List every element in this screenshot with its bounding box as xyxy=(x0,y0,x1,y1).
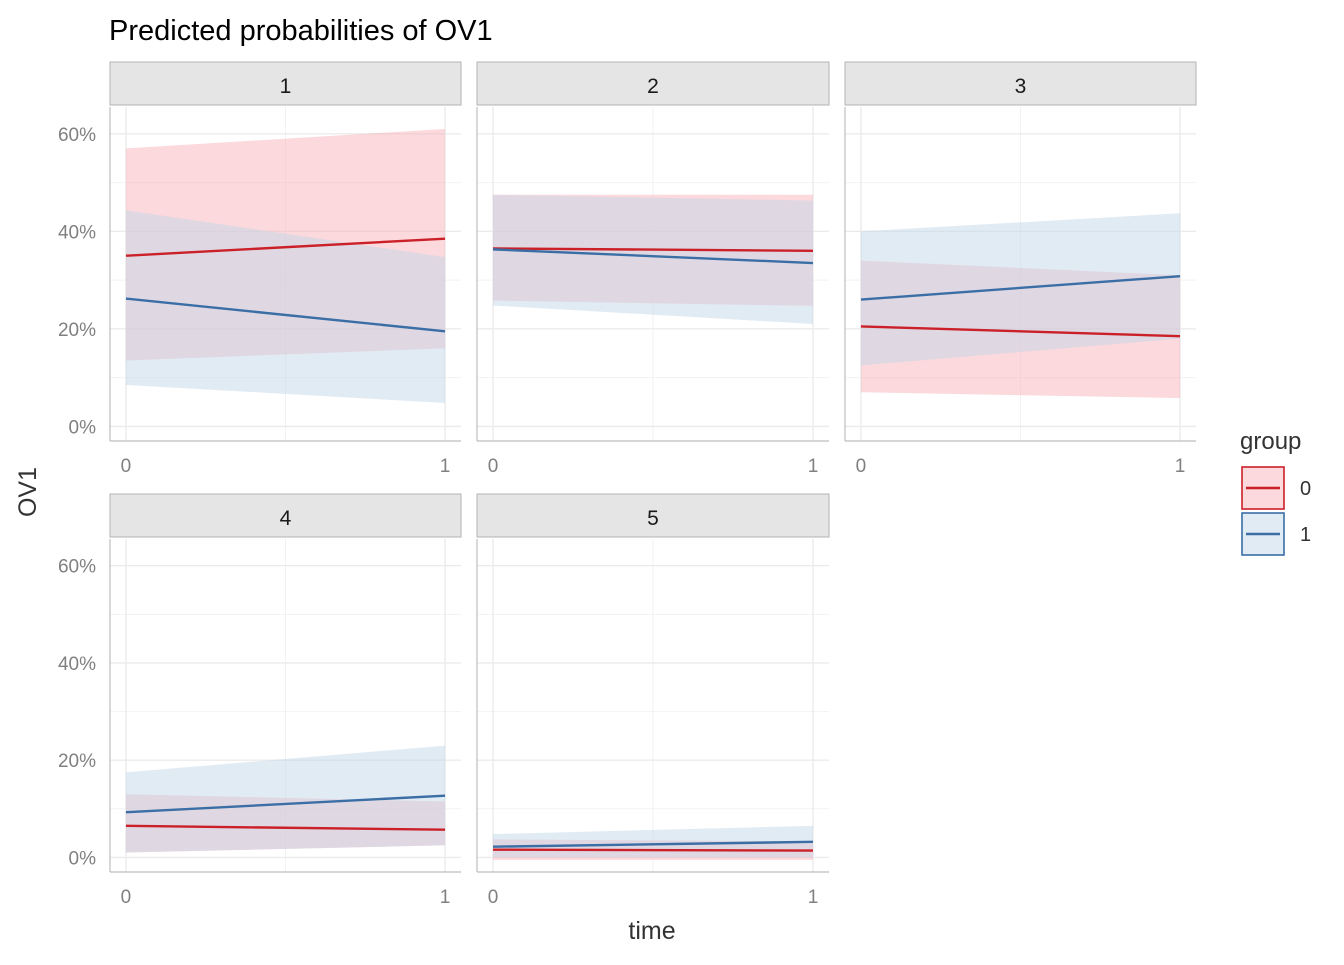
series-line-group-0 xyxy=(492,848,814,852)
facet-panels: 1 0 1 0% 20% 40% 60% 2 0 1 3 0 1 4 0 1 0% 20% 40% 60% 5 0 1 xyxy=(58,61,1197,908)
facet-strip-label: 3 xyxy=(1015,75,1027,98)
series-line-group-1 xyxy=(860,274,1181,301)
x-tick-label: 1 xyxy=(808,456,819,477)
confidence-band-group-1 xyxy=(860,213,1181,366)
series-line-group-0 xyxy=(125,824,446,831)
y-tick-label: 20% xyxy=(58,751,96,772)
facet-strip xyxy=(476,493,830,538)
series-line-group-0 xyxy=(860,325,1181,338)
series-line-group-1 xyxy=(492,840,814,848)
facet-strip xyxy=(109,61,462,106)
facet-strip-label: 1 xyxy=(280,75,292,98)
facet-strip-label: 4 xyxy=(280,507,292,530)
y-tick-label: 60% xyxy=(58,557,96,578)
facet-panel-1: 1 0 1 0% 20% 40% 60% xyxy=(58,61,462,477)
y-axis-title: OV1 xyxy=(14,467,42,517)
x-tick-label: 0 xyxy=(856,456,867,477)
facet-strip xyxy=(109,493,462,538)
chart-title: Predicted probabilities of OV1 xyxy=(109,15,493,47)
confidence-band-group-1 xyxy=(125,210,446,403)
x-tick-label: 1 xyxy=(1175,456,1186,477)
legend-label: 1 xyxy=(1300,524,1311,546)
facet-panel-4: 4 0 1 0% 20% 40% 60% xyxy=(58,493,462,908)
legend-item-1: 1 xyxy=(1241,512,1311,556)
x-axis-title: time xyxy=(628,917,675,945)
confidence-band-group-1 xyxy=(493,194,813,324)
facet-strip xyxy=(844,61,1197,106)
facet-strip-label: 2 xyxy=(647,75,659,98)
y-tick-label: 40% xyxy=(58,222,96,243)
x-tick-label: 0 xyxy=(121,456,132,477)
y-tick-label: 0% xyxy=(69,848,97,869)
facet-panel-3: 3 0 1 xyxy=(844,61,1197,477)
x-tick-label: 0 xyxy=(488,456,499,477)
y-tick-label: 20% xyxy=(58,320,96,341)
series-line-group-0 xyxy=(492,247,814,253)
y-tick-label: 60% xyxy=(58,125,96,146)
series-line-group-1 xyxy=(492,248,814,265)
legend-title: group xyxy=(1240,428,1301,455)
x-tick-label: 1 xyxy=(808,887,819,908)
facet-panel-2: 2 0 1 xyxy=(476,61,830,477)
x-tick-label: 1 xyxy=(440,456,451,477)
x-tick-label: 0 xyxy=(488,887,499,908)
facet-strip-label: 5 xyxy=(647,507,659,530)
facet-strip xyxy=(476,61,830,106)
y-tick-label: 40% xyxy=(58,654,96,675)
series-line-group-0 xyxy=(125,237,446,257)
legend: group 0 1 xyxy=(1240,428,1311,556)
legend-item-0: 0 xyxy=(1241,466,1311,510)
x-tick-label: 0 xyxy=(121,887,132,908)
series-line-group-1 xyxy=(125,297,446,333)
x-tick-label: 1 xyxy=(440,887,451,908)
y-tick-label: 0% xyxy=(69,417,97,438)
facet-panel-5: 5 0 1 xyxy=(476,493,830,908)
legend-label: 0 xyxy=(1300,478,1311,500)
series-line-group-1 xyxy=(125,794,446,814)
